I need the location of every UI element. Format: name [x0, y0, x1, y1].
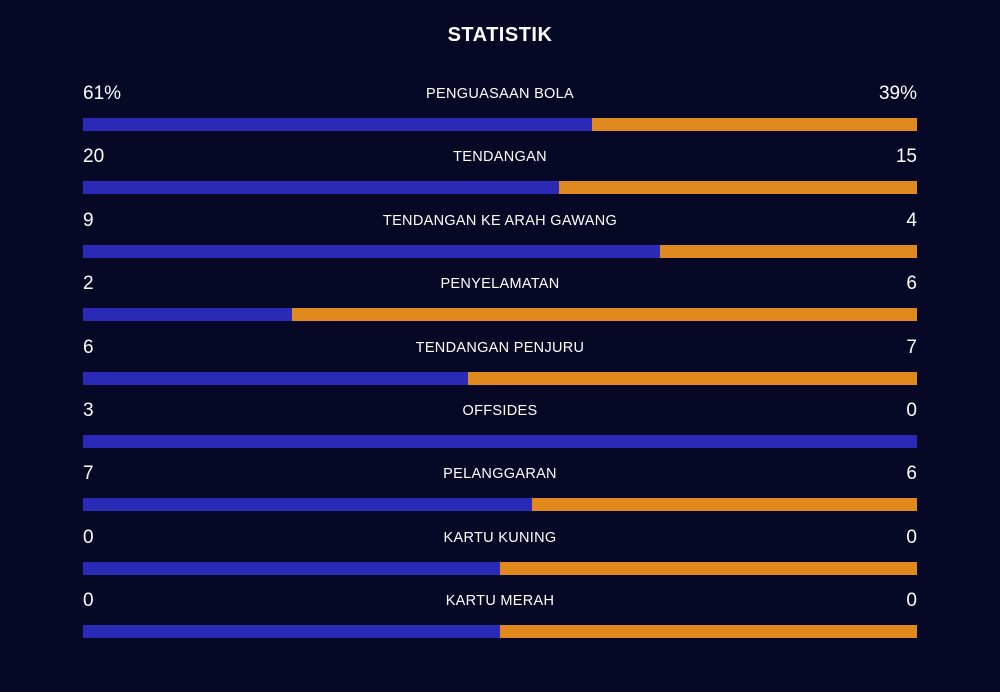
away-value: 6: [906, 463, 917, 485]
comparison-bar: [83, 118, 917, 131]
away-value: 39%: [878, 83, 917, 104]
stat-row: 7 PELANGGARAN 6: [83, 460, 917, 523]
stat-label: TENDANGAN: [453, 149, 547, 166]
stat-header: 0 KARTU KUNING 0: [83, 524, 917, 562]
home-value: 0: [83, 590, 94, 612]
panel-title: STATISTIK: [447, 24, 553, 46]
comparison-bar: [83, 561, 917, 575]
away-bar-segment: [531, 498, 917, 512]
stat-label: TENDANGAN PENJURU: [415, 339, 585, 356]
stat-header: 6 TENDANGAN PENJURU 7: [83, 334, 917, 372]
away-value: 0: [906, 399, 917, 421]
home-bar-segment: [83, 181, 560, 195]
stat-header: 20 TENDANGAN 15: [83, 143, 917, 181]
home-bar-segment: [83, 625, 500, 639]
stat-row: 0 KARTU KUNING 0: [83, 524, 917, 587]
away-value: 6: [906, 273, 917, 295]
stat-label: PENGUASAAN BOLA: [426, 86, 574, 102]
home-bar-segment: [83, 308, 292, 322]
away-bar-segment: [468, 371, 917, 385]
home-bar-segment: [83, 371, 469, 385]
stat-row: 9 TENDANGAN KE ARAH GAWANG 4: [83, 207, 917, 270]
home-value: 2: [83, 273, 94, 295]
comparison-bar: [83, 625, 917, 639]
stat-label: KARTU MERAH: [445, 593, 555, 610]
home-value: 6: [83, 336, 94, 358]
away-bar-segment: [291, 308, 917, 322]
away-value: 15: [895, 146, 917, 168]
comparison-bar: [83, 181, 917, 195]
home-bar-segment: [83, 498, 532, 512]
stat-label: PENYELAMATAN: [440, 276, 560, 293]
stat-row: 3 OFFSIDES 0: [83, 397, 917, 460]
home-bar-segment: [83, 434, 917, 448]
away-bar-segment: [500, 561, 917, 575]
home-bar-segment: [83, 118, 592, 131]
stat-row: 20 TENDANGAN 15: [83, 143, 917, 206]
away-bar-segment: [591, 118, 917, 131]
home-value: 7: [83, 463, 94, 485]
comparison-bar: [83, 371, 917, 385]
comparison-bar: [83, 434, 917, 448]
stat-header: 3 OFFSIDES 0: [83, 397, 917, 435]
comparison-bar: [83, 244, 917, 258]
away-bar-segment: [500, 625, 917, 639]
home-value: 61%: [83, 83, 122, 104]
home-value: 9: [83, 209, 94, 231]
home-value: 3: [83, 399, 94, 421]
stat-header: 9 TENDANGAN KE ARAH GAWANG 4: [83, 207, 917, 245]
stat-label: TENDANGAN KE ARAH GAWANG: [382, 212, 618, 229]
stat-row: 2 PENYELAMATAN 6: [83, 270, 917, 333]
away-bar-segment: [559, 181, 917, 195]
stat-row: 61% PENGUASAAN BOLA 39%: [83, 80, 917, 143]
stat-label: PELANGGARAN: [443, 466, 557, 483]
home-bar-segment: [83, 244, 661, 258]
away-bar-segment: [660, 244, 917, 258]
home-value: 20: [83, 146, 105, 168]
away-value: 0: [906, 590, 917, 612]
stat-header: 2 PENYELAMATAN 6: [83, 270, 917, 308]
away-value: 4: [906, 209, 917, 231]
stat-row: 6 TENDANGAN PENJURU 7: [83, 334, 917, 397]
stat-label: OFFSIDES: [462, 402, 538, 419]
stat-label: KARTU KUNING: [443, 529, 557, 546]
stats-list: 61% PENGUASAAN BOLA 39% 20 TENDANGAN 15 9 TENDA…: [83, 80, 917, 651]
comparison-bar: [83, 498, 917, 512]
stat-row: 0 KARTU MERAH 0: [83, 587, 917, 650]
stat-header: 7 PELANGGARAN 6: [83, 460, 917, 498]
away-value: 0: [906, 526, 917, 548]
home-value: 0: [83, 526, 94, 548]
home-bar-segment: [83, 561, 500, 575]
stat-header: 61% PENGUASAAN BOLA 39%: [83, 80, 917, 118]
comparison-bar: [83, 308, 917, 322]
stat-header: 0 KARTU MERAH 0: [83, 587, 917, 625]
away-value: 7: [906, 336, 917, 358]
